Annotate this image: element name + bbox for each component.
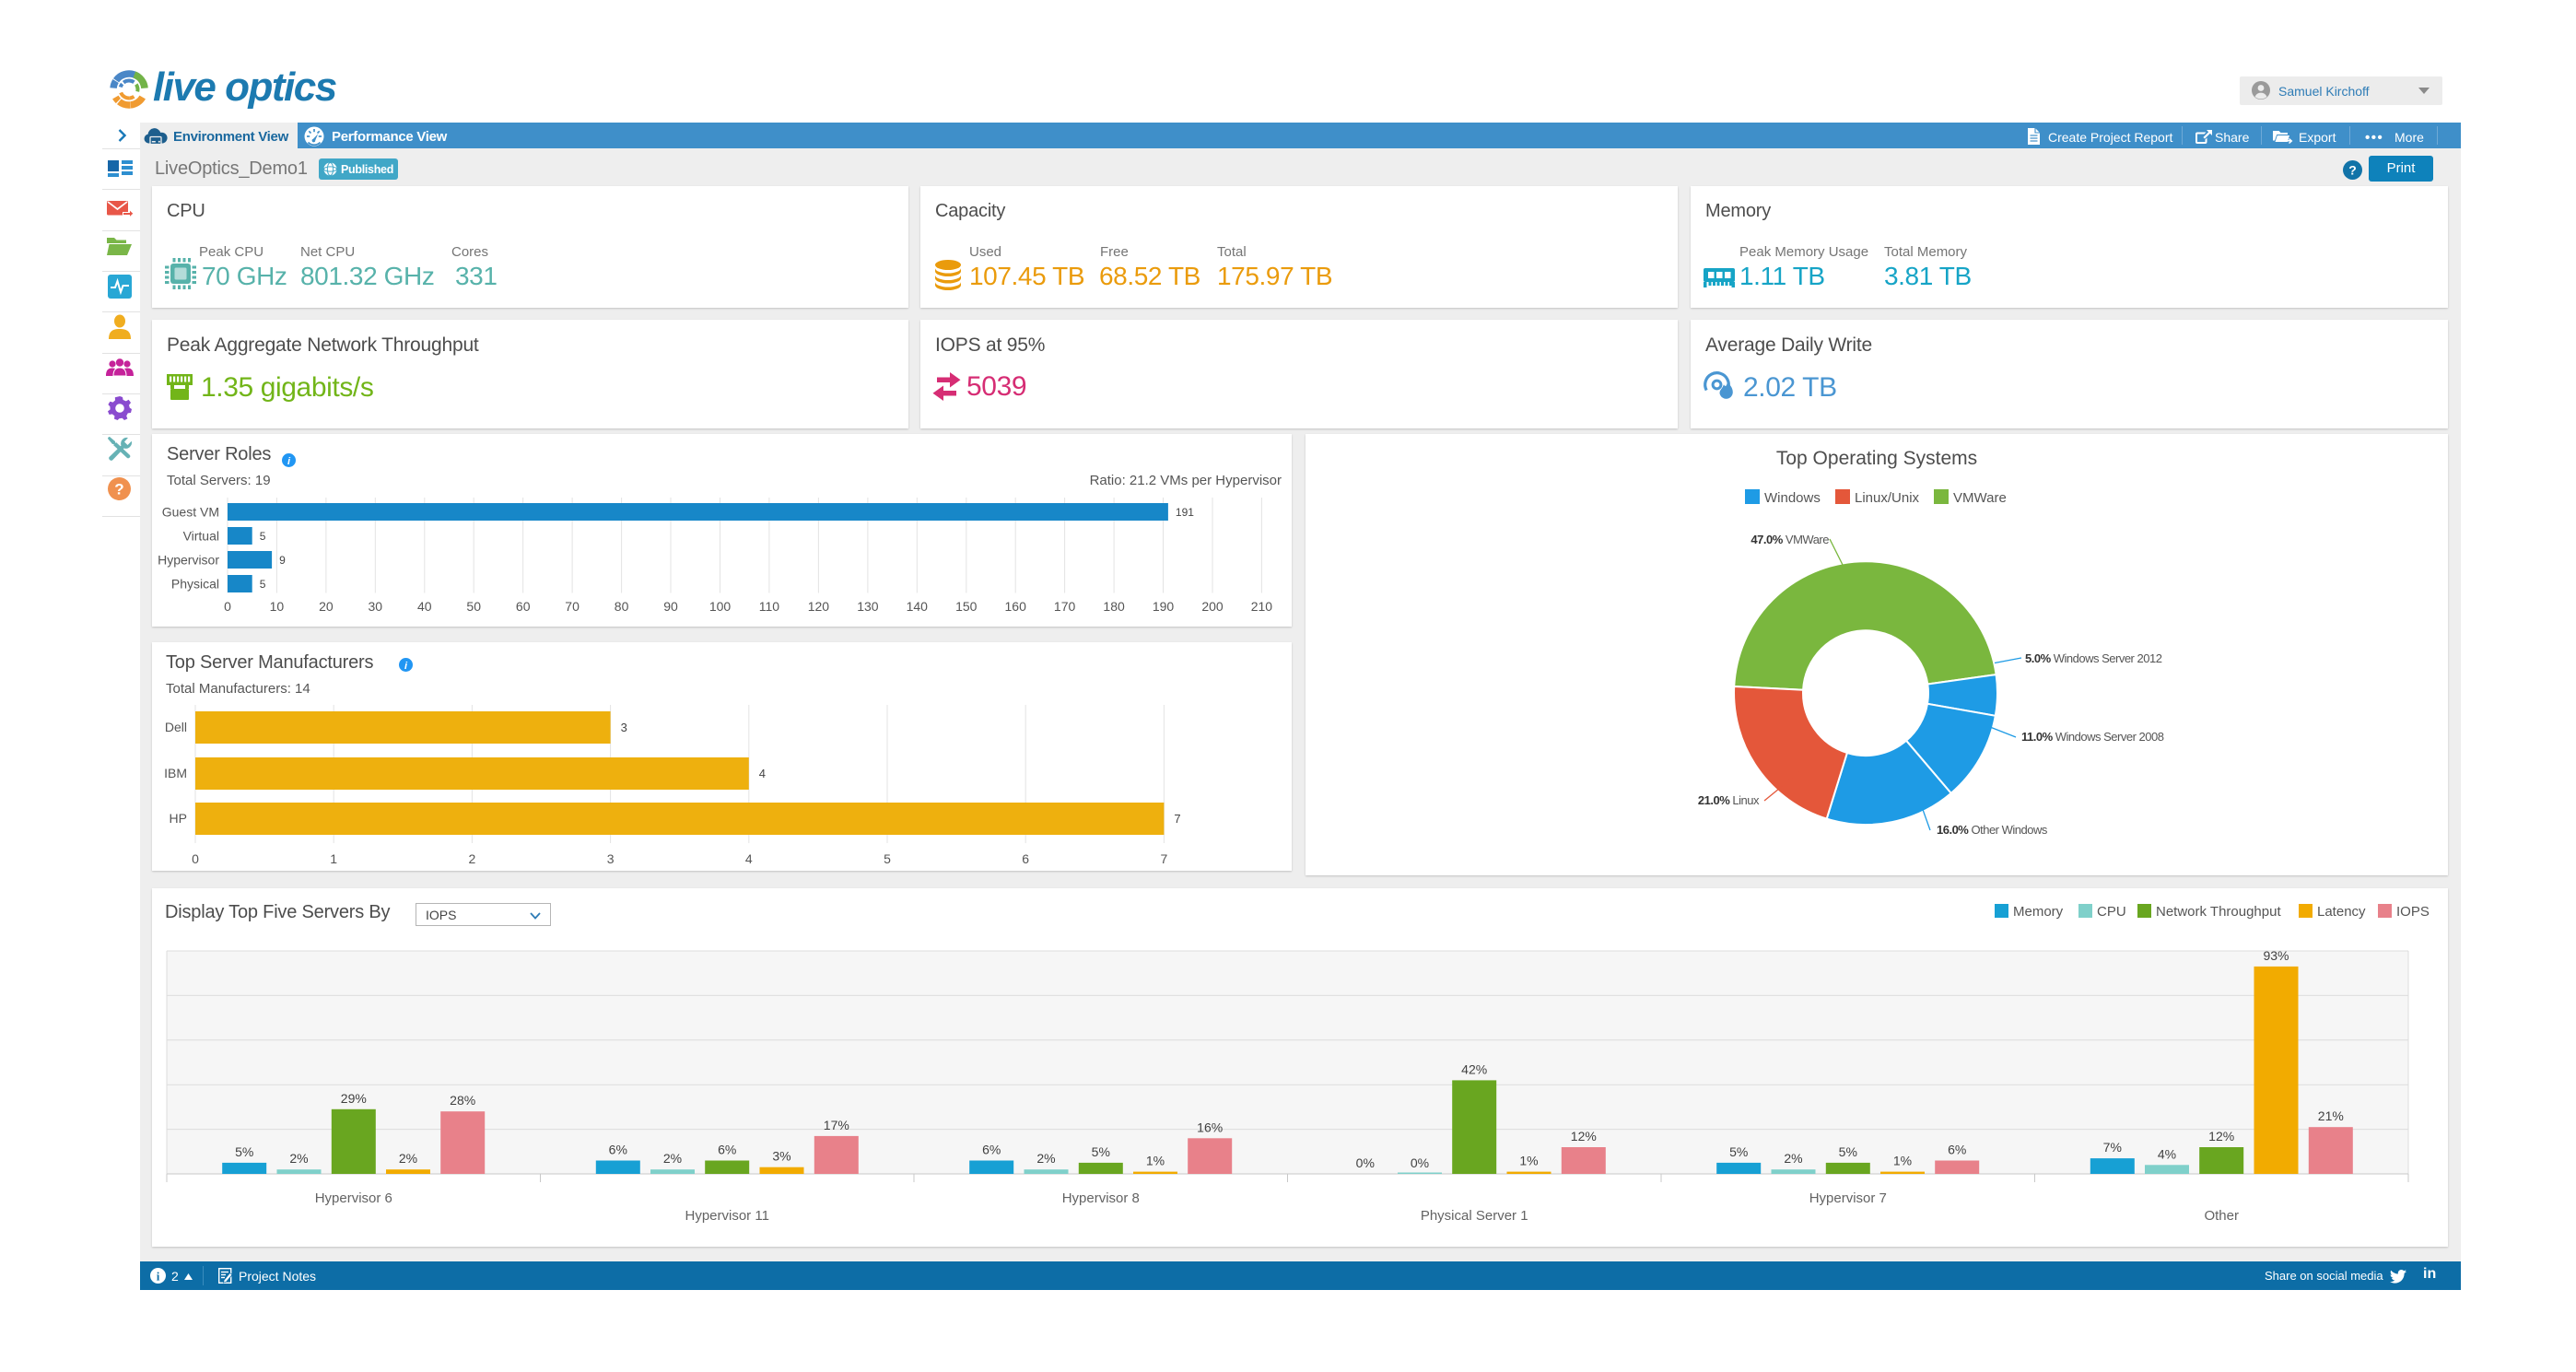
svg-text:50: 50 [466,599,481,614]
svg-text:Physical: Physical [171,577,219,592]
svg-text:6%: 6% [609,1143,627,1157]
svg-text:Hypervisor: Hypervisor [158,553,219,568]
svg-text:100: 100 [709,599,732,614]
svg-text:210: 210 [1251,599,1273,614]
svg-text:0%: 0% [1356,1155,1375,1170]
svg-text:16%: 16% [1197,1120,1223,1134]
svg-text:30: 30 [369,599,383,614]
svg-text:2: 2 [469,851,476,866]
svg-text:1%: 1% [1519,1154,1538,1168]
svg-text:Hypervisor 7: Hypervisor 7 [1809,1190,1887,1206]
svg-text:28%: 28% [450,1093,475,1108]
svg-text:0: 0 [192,851,199,866]
svg-text:i: i [404,661,408,672]
svg-text:70: 70 [565,599,580,614]
svg-text:7: 7 [1174,812,1180,826]
svg-text:IBM: IBM [164,766,187,780]
svg-text:40: 40 [417,599,432,614]
svg-text:3: 3 [607,851,615,866]
svg-text:20: 20 [319,599,334,614]
svg-text:180: 180 [1103,599,1125,614]
svg-text:130: 130 [857,599,879,614]
svg-text:Other: Other [2204,1208,2239,1224]
svg-text:2%: 2% [289,1151,308,1166]
svg-text:10: 10 [270,599,285,614]
svg-text:Hypervisor 11: Hypervisor 11 [685,1208,768,1224]
svg-text:5: 5 [884,851,891,866]
svg-text:140: 140 [907,599,929,614]
svg-text:1%: 1% [1893,1154,1912,1168]
svg-text:7%: 7% [2103,1140,2122,1155]
svg-text:Hypervisor 8: Hypervisor 8 [1062,1190,1140,1206]
svg-text:6: 6 [1022,851,1029,866]
svg-text:Dell: Dell [165,720,187,734]
svg-text:42%: 42% [1461,1061,1487,1076]
svg-text:93%: 93% [2263,948,2289,963]
svg-text:i: i [287,456,291,467]
svg-text:80: 80 [615,599,629,614]
svg-text:Guest VM: Guest VM [162,505,219,520]
svg-text:29%: 29% [341,1091,367,1106]
svg-text:HP: HP [170,811,187,826]
svg-text:21%: 21% [2318,1108,2344,1123]
svg-text:2%: 2% [663,1151,682,1166]
svg-text:5: 5 [260,578,266,591]
svg-text:0: 0 [224,599,231,614]
svg-text:60: 60 [516,599,531,614]
svg-text:12%: 12% [2208,1129,2234,1143]
svg-text:7: 7 [1161,851,1168,866]
svg-text:Virtual: Virtual [183,529,219,544]
svg-text:3%: 3% [772,1149,790,1164]
svg-text:190: 190 [1153,599,1175,614]
svg-text:5%: 5% [1729,1144,1748,1159]
svg-text:160: 160 [1005,599,1027,614]
svg-text:191: 191 [1176,506,1194,519]
svg-text:170: 170 [1054,599,1076,614]
svg-text:110: 110 [759,599,780,614]
svg-text:12%: 12% [1571,1129,1597,1143]
svg-text:6%: 6% [718,1143,736,1157]
svg-text:4%: 4% [2158,1146,2176,1161]
svg-text:i: i [157,1270,160,1284]
svg-text:Hypervisor 6: Hypervisor 6 [315,1190,392,1206]
svg-text:?: ? [2348,163,2357,178]
svg-text:200: 200 [1201,599,1224,614]
svg-text:6%: 6% [982,1143,1001,1157]
svg-text:120: 120 [808,599,830,614]
svg-text:17%: 17% [824,1118,849,1132]
svg-text:4: 4 [745,851,753,866]
svg-text:9: 9 [279,554,286,567]
svg-text:4: 4 [759,767,766,780]
svg-text:Physical Server 1: Physical Server 1 [1421,1208,1528,1224]
svg-text:2%: 2% [399,1151,417,1166]
svg-text:1%: 1% [1146,1154,1165,1168]
svg-text:5%: 5% [1839,1144,1857,1159]
svg-text:90: 90 [663,599,678,614]
svg-text:2%: 2% [1036,1151,1055,1166]
svg-text:3: 3 [621,721,627,734]
svg-text:5%: 5% [1092,1144,1110,1159]
svg-text:0%: 0% [1411,1155,1429,1170]
svg-text:6%: 6% [1948,1143,1966,1157]
svg-text:2%: 2% [1784,1151,1802,1166]
svg-text:1: 1 [330,851,337,866]
svg-text:150: 150 [955,599,978,614]
svg-text:?: ? [114,481,123,498]
svg-text:5: 5 [260,530,266,543]
svg-text:5%: 5% [235,1144,253,1159]
